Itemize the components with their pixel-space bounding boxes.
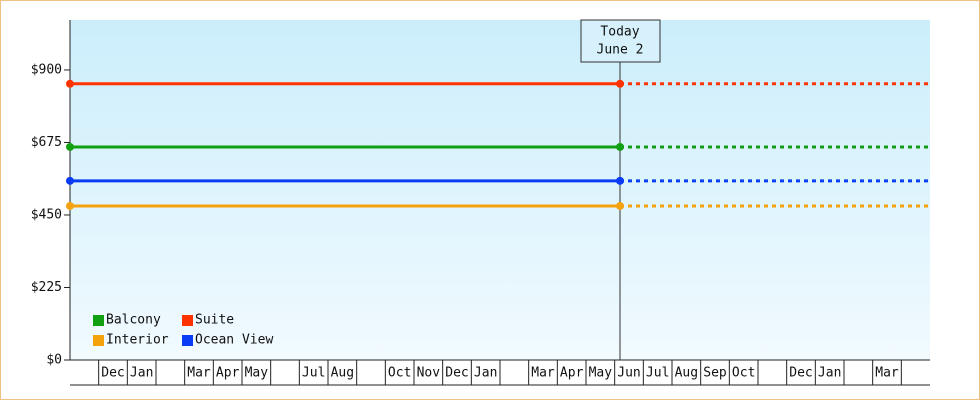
legend-label: Suite xyxy=(195,313,234,328)
x-tick-label: Nov xyxy=(417,366,441,381)
price-point xyxy=(616,201,624,210)
x-tick-label: Apr xyxy=(216,366,240,381)
x-tick-label: Aug xyxy=(675,366,698,381)
x-tick-label: Dec xyxy=(789,366,812,381)
x-tick-label: Dec xyxy=(101,366,124,381)
x-tick-label: Jan xyxy=(130,366,153,381)
x-tick-label: Jul xyxy=(646,366,669,381)
legend-label: Interior xyxy=(106,333,169,348)
x-tick-label: Apr xyxy=(560,366,584,381)
price-point xyxy=(616,79,624,88)
y-tick-label: $0 xyxy=(46,353,62,368)
legend-swatch xyxy=(182,315,193,326)
today-box xyxy=(580,19,661,63)
x-tick-label: Oct xyxy=(388,366,411,381)
x-tick-label: Sep xyxy=(703,366,727,381)
x-tick-label: Dec xyxy=(445,366,468,381)
price-point xyxy=(616,176,624,185)
x-tick-label: May xyxy=(589,366,613,381)
today-label: Today xyxy=(600,25,639,40)
plot-area xyxy=(70,20,930,360)
today-date: June 2 xyxy=(597,43,644,58)
x-tick-label: Jan xyxy=(474,366,497,381)
x-tick-label: Jul xyxy=(302,366,325,381)
x-tick-label: Aug xyxy=(331,366,354,381)
x-tick-label: Jan xyxy=(818,366,841,381)
x-tick-label: Mar xyxy=(531,366,555,381)
price-point xyxy=(616,142,624,151)
y-tick-label: $675 xyxy=(31,135,62,150)
x-tick-label: Mar xyxy=(187,366,211,381)
legend-label: Ocean View xyxy=(195,333,273,348)
legend-label: Balcony xyxy=(106,313,161,328)
x-tick-label: Jun xyxy=(617,366,640,381)
x-tick-label: Oct xyxy=(732,366,755,381)
x-tick-label: Mar xyxy=(875,366,899,381)
legend-swatch xyxy=(182,335,193,346)
price-point xyxy=(66,176,74,185)
price-point xyxy=(66,142,74,151)
legend-swatch xyxy=(93,335,104,346)
price-point xyxy=(66,79,74,88)
y-tick-label: $450 xyxy=(31,207,62,222)
y-tick-label: $225 xyxy=(31,280,62,295)
price-point xyxy=(66,201,74,210)
y-tick-label: $900 xyxy=(31,62,62,77)
legend-swatch xyxy=(93,315,104,326)
x-tick-label: May xyxy=(245,366,269,381)
